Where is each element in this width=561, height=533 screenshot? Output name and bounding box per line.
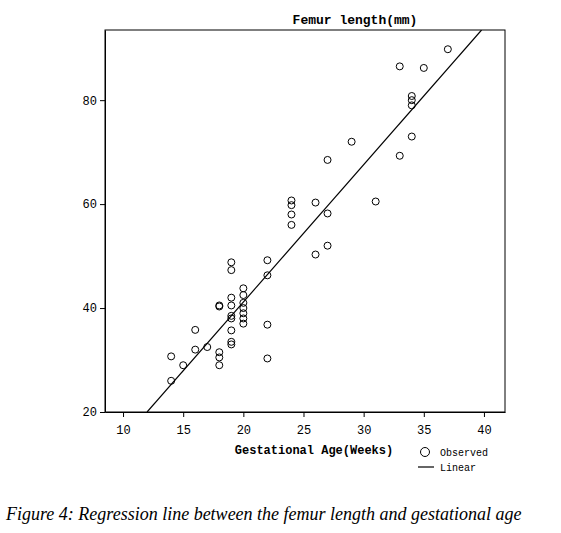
plot-frame — [105, 30, 505, 412]
data-point — [444, 46, 451, 53]
data-point — [216, 354, 223, 361]
tick: 15 — [176, 412, 190, 438]
data-point — [264, 355, 271, 362]
data-point — [204, 344, 211, 351]
tick-label: 80 — [83, 95, 97, 109]
data-point — [324, 156, 331, 163]
tick-label: 40 — [477, 424, 491, 438]
tick-mark — [100, 412, 105, 413]
x-axis-label: Gestational Age(Weeks) — [235, 444, 393, 458]
tick-label: 10 — [116, 424, 130, 438]
data-point — [228, 267, 235, 274]
tick-label: 60 — [83, 198, 97, 212]
tick: 40 — [477, 412, 491, 438]
tick: 20 — [83, 406, 105, 420]
tick: 20 — [237, 412, 251, 438]
chart: 10 15 20 25 30 35 40 20 40 60 80 Femur length(mm) Ge… — [0, 0, 561, 533]
tick: 25 — [297, 412, 311, 438]
tick-mark — [424, 412, 425, 417]
data-point — [168, 353, 175, 360]
axis-line — [105, 31, 106, 413]
tick-mark — [183, 412, 184, 417]
tick-label: 20 — [83, 406, 97, 420]
regression-line — [147, 30, 481, 412]
caption: Figure 4: Regression line between the fe… — [5, 504, 522, 524]
data-point — [420, 64, 427, 71]
tick: 35 — [417, 412, 431, 438]
data-point — [240, 285, 247, 292]
data-point — [228, 259, 235, 266]
tick-label: 40 — [83, 302, 97, 316]
data-point — [228, 341, 235, 348]
tick-mark — [100, 308, 105, 309]
tick: 10 — [116, 412, 130, 438]
data-point — [288, 211, 295, 218]
data-point — [396, 63, 403, 70]
data-point — [312, 251, 319, 258]
data-point — [312, 199, 319, 206]
tick-mark — [100, 204, 105, 205]
data-point — [264, 257, 271, 264]
data-point — [396, 152, 403, 159]
data-point — [288, 221, 295, 228]
tick-mark — [100, 100, 105, 101]
plot-area — [147, 30, 481, 412]
tick-label: 15 — [176, 424, 190, 438]
tick-mark — [484, 412, 485, 417]
tick: 60 — [83, 198, 105, 212]
data-point — [192, 346, 199, 353]
tick-label: 25 — [297, 424, 311, 438]
tick-mark — [364, 412, 365, 417]
legend-label: Linear — [440, 463, 476, 474]
tick-label: 35 — [417, 424, 431, 438]
data-point — [408, 102, 415, 109]
data-point — [228, 302, 235, 309]
legend-marker — [418, 466, 434, 467]
data-point — [408, 93, 415, 100]
tick-mark — [243, 412, 244, 417]
tick: 80 — [83, 95, 105, 109]
tick-label: 20 — [237, 424, 251, 438]
chart-title: Femur length(mm) — [293, 13, 418, 28]
legend: Observed Linear — [418, 448, 488, 475]
tick-mark — [123, 412, 124, 417]
data-point — [264, 321, 271, 328]
tick: 40 — [83, 302, 105, 316]
data-point — [216, 303, 223, 310]
data-point — [228, 294, 235, 301]
data-point — [408, 133, 415, 140]
data-point — [324, 210, 331, 217]
data-point — [228, 327, 235, 334]
data-point — [192, 326, 199, 333]
legend-label: Observed — [440, 448, 488, 459]
tick-label: 30 — [357, 424, 371, 438]
tick-mark — [303, 412, 304, 417]
tick: 30 — [357, 412, 371, 438]
data-point — [216, 362, 223, 369]
y-axis: 20 40 60 80 — [83, 31, 106, 421]
data-point — [288, 202, 295, 209]
x-axis: 10 15 20 25 30 35 40 — [106, 412, 506, 438]
data-point — [240, 320, 247, 327]
data-point — [348, 138, 355, 145]
axis-line — [106, 412, 506, 413]
data-point — [324, 242, 331, 249]
data-point — [240, 292, 247, 299]
data-point — [372, 198, 379, 205]
legend-marker — [421, 448, 430, 457]
